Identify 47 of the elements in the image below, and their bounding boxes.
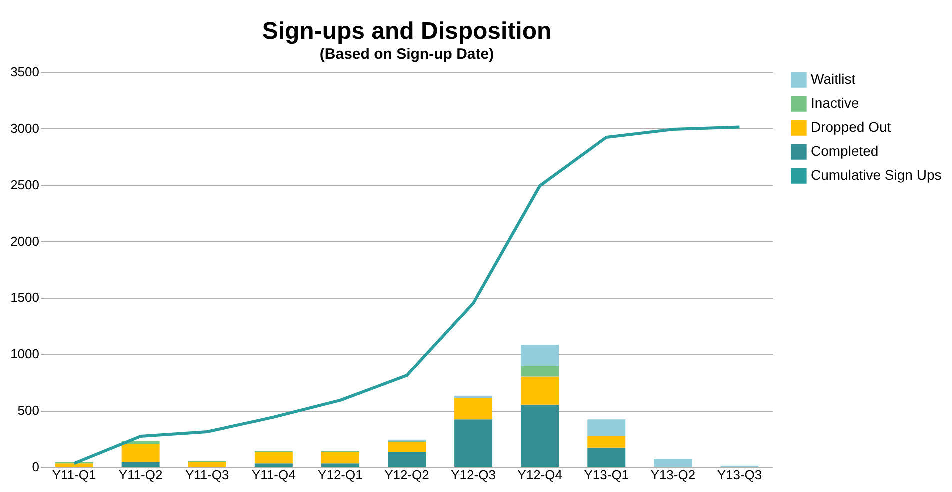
bar [521,345,560,367]
bar [321,452,360,464]
legend-label: Waitlist [811,71,856,87]
bar [122,462,160,467]
x-tick-label: Y11-Q4 [252,468,296,482]
bar [188,462,226,467]
y-tick-label: 500 [18,403,40,418]
bar [321,464,360,467]
x-tick-label: Y12-Q1 [318,468,363,482]
bar [388,442,426,452]
bar [588,420,626,437]
legend-label: Dropped Out [811,119,892,135]
y-tick-label: 3500 [10,64,40,80]
bar [454,398,493,420]
bar [521,366,560,377]
bar [122,444,160,462]
y-tick-label: 0 [32,460,40,474]
chart-title: Sign-ups and Disposition [262,18,552,45]
x-tick-label: Y12-Q2 [384,468,430,482]
legend-label: Cumulative Sign Ups [811,167,942,183]
legend-label: Completed [811,143,879,159]
x-tick-label: Y11-Q1 [52,468,96,482]
x-tick-label: Y13-Q1 [584,468,630,482]
y-tick-label: 2500 [10,177,40,192]
bar [588,448,626,467]
x-tick-label: Y13-Q2 [650,468,696,482]
y-tick-label: 1000 [10,346,40,362]
y-tick-label: 3000 [10,120,40,136]
x-tick-label: Y13-Q3 [717,468,762,482]
x-tick-label: Y12-Q3 [451,468,496,482]
line-series [72,126,742,466]
bar [588,436,626,448]
chart-subtitle: (Based on Sign-up Date) [320,46,494,63]
y-tick-label: 1500 [10,290,40,306]
x-tick-label: Y12-Q4 [518,468,562,482]
bar [254,464,293,467]
bar [521,376,560,405]
bar [55,464,94,467]
y-tick-label: 2000 [10,234,40,249]
bar [454,420,493,467]
bar [388,452,426,467]
x-tick-label: Y11-Q2 [118,468,163,482]
bar [254,452,293,464]
legend-label: Inactive [811,95,860,111]
bar [654,459,692,467]
x-tick-label: Y11-Q3 [185,468,230,482]
bar [521,404,560,467]
